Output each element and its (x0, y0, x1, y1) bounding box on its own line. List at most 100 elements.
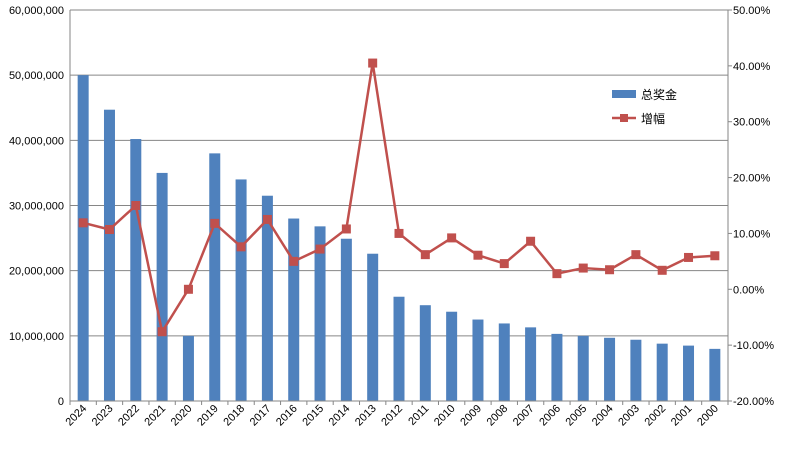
y-right-tick-label: 40.00% (733, 61, 771, 73)
bar-2013 (367, 253, 379, 401)
bar-2003 (630, 339, 642, 401)
gridlines (70, 9, 728, 337)
bar-2010 (446, 311, 458, 401)
line-series-growth (78, 58, 720, 337)
legend-swatch-total-prize (612, 90, 636, 98)
x-tick-label: 2009 (458, 403, 484, 429)
growth-line (82, 61, 715, 333)
bar-2009 (472, 319, 484, 401)
growth-marker-2010 (447, 233, 457, 243)
x-tick-label: 2021 (142, 403, 168, 429)
growth-marker-2009 (473, 250, 483, 260)
y-right-tick-label: 30.00% (733, 117, 771, 129)
bar-2008 (498, 323, 510, 401)
growth-marker-2008 (499, 259, 509, 269)
bar-2021 (156, 172, 168, 401)
x-tick-label: 2014 (327, 403, 353, 429)
x-tick-label: 2020 (169, 403, 195, 429)
y-left-tick-label: 40,000,000 (9, 135, 64, 147)
bar-2011 (419, 305, 431, 401)
bar-2015 (314, 226, 326, 401)
bar-2002 (656, 343, 668, 401)
growth-marker-2013 (368, 58, 378, 68)
legend: 总奖金 增幅 (612, 87, 677, 126)
x-tick-label: 2001 (669, 403, 695, 429)
x-tick-label: 2010 (432, 403, 458, 429)
growth-marker-2021 (157, 327, 167, 337)
growth-marker-2012 (394, 228, 404, 238)
y-right-tick-label: 20.00% (733, 173, 771, 185)
growth-marker-2011 (420, 250, 430, 260)
x-tick-label: 2006 (537, 403, 563, 429)
x-tick-label: 2024 (63, 403, 89, 429)
bar-2024 (77, 75, 89, 402)
x-tick-label: 2015 (300, 403, 326, 429)
growth-marker-2007 (526, 236, 536, 246)
x-tick-label: 2011 (406, 403, 431, 428)
growth-marker-2005 (578, 263, 588, 273)
bar-2000 (709, 348, 721, 401)
x-tick-label: 2003 (616, 403, 642, 429)
y-left-tick-label: 10,000,000 (9, 331, 64, 343)
growth-marker-2018 (236, 242, 246, 252)
x-tick-label: 2005 (564, 403, 590, 429)
growth-marker-2024 (78, 218, 88, 228)
bar-2006 (551, 333, 563, 401)
x-tick-label: 2008 (485, 403, 511, 429)
growth-marker-2001 (684, 252, 694, 262)
bar-2023 (103, 109, 115, 401)
x-tick-label: 2013 (353, 403, 379, 429)
bar-2001 (683, 345, 695, 401)
bar-2018 (235, 179, 247, 401)
growth-marker-2016 (289, 256, 299, 266)
y-left-tick-label: 20,000,000 (9, 266, 64, 278)
bar-2020 (182, 335, 194, 401)
x-tick-label: 2018 (221, 403, 247, 429)
growth-marker-2020 (183, 284, 193, 294)
legend-swatch-growth-marker (620, 114, 628, 122)
x-tick-label: 2017 (248, 403, 274, 429)
bar-2005 (577, 335, 589, 401)
y-right-tick-label: -20.00% (733, 396, 774, 408)
y-left-tick-label: 0 (58, 396, 64, 408)
y-right-tick-label: 50.00% (733, 5, 771, 17)
x-tick-label: 2004 (590, 403, 616, 429)
legend-label-total-prize: 总奖金 (641, 87, 677, 102)
growth-marker-2022 (131, 201, 141, 210)
growth-marker-2006 (552, 269, 562, 279)
bar-2012 (393, 296, 405, 401)
x-tick-label: 2022 (116, 403, 142, 429)
y-left-tick-label: 50,000,000 (9, 70, 64, 82)
growth-marker-2019 (210, 218, 220, 228)
bar-2014 (340, 238, 352, 401)
bar-2017 (261, 195, 273, 401)
growth-marker-2002 (657, 265, 667, 275)
growth-marker-2014 (341, 224, 351, 234)
x-tick-label: 2002 (643, 403, 669, 429)
x-tick-label: 2023 (90, 403, 116, 429)
growth-marker-2004 (605, 265, 615, 275)
bar-2016 (288, 218, 300, 401)
bar-2022 (130, 139, 142, 401)
bar-2007 (525, 327, 537, 401)
growth-marker-2017 (262, 214, 272, 224)
legend-label-growth: 增幅 (641, 111, 665, 126)
y-left-tick-label: 30,000,000 (9, 201, 64, 213)
bar-2004 (604, 337, 616, 401)
x-tick-label: 2007 (511, 403, 537, 429)
x-tick-label: 2000 (695, 403, 721, 429)
x-tick-label: 2019 (195, 403, 221, 429)
y-right-tick-label: 10.00% (733, 228, 771, 240)
growth-marker-2003 (631, 250, 641, 260)
growth-marker-2023 (104, 225, 114, 235)
growth-marker-2015 (315, 244, 325, 254)
y-left-tick-label: 60,000,000 (9, 5, 64, 17)
x-tick-label: 2016 (274, 403, 300, 429)
bar-2019 (209, 153, 221, 401)
y-right-tick-label: 0.00% (733, 284, 764, 296)
x-tick-label: 2012 (379, 403, 405, 429)
y-right-tick-label: -10.00% (733, 340, 774, 352)
bar-series-total-prize (77, 75, 721, 402)
growth-marker-2000 (710, 251, 720, 261)
